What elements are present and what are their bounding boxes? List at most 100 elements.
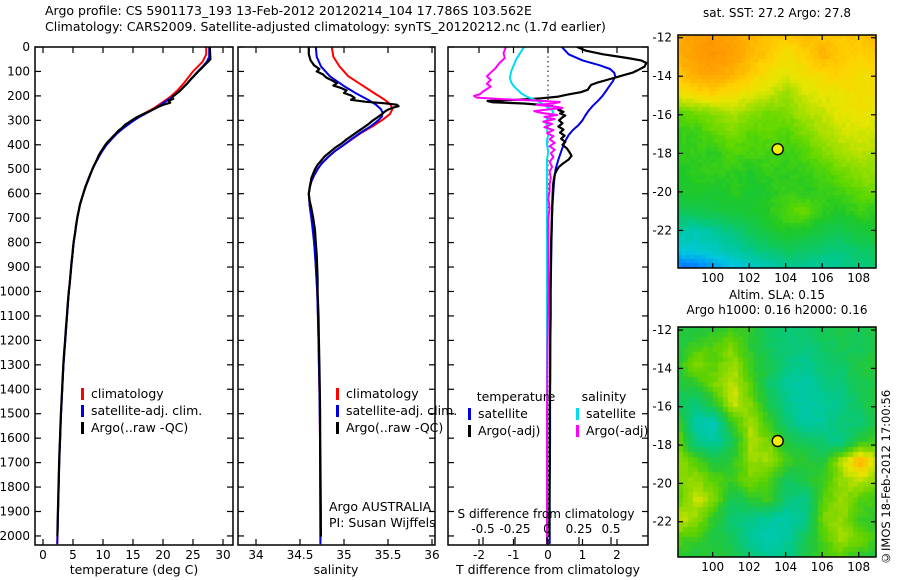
x-tick-label: 1 xyxy=(579,548,587,562)
x-tick-label: 10 xyxy=(95,548,110,562)
map-x-tick-label: 102 xyxy=(738,560,761,574)
legend-header-salinity: salinity xyxy=(581,389,627,404)
y-tick-label: 1000 xyxy=(0,284,30,298)
figure-title: Argo profile: CS 5901173_193 13-Feb-2012… xyxy=(45,3,532,18)
panel-frame xyxy=(34,46,234,546)
legend-item: Argo(-adj) xyxy=(468,422,540,439)
legend-item: satellite xyxy=(468,405,540,422)
map-frame xyxy=(677,326,877,558)
map-y-tick-label: -16 xyxy=(652,108,672,122)
y-tick-label: 1700 xyxy=(0,456,30,470)
legend-item: satellite xyxy=(576,405,648,422)
y-tick-label: 200 xyxy=(7,89,30,103)
y-tick-label: 1200 xyxy=(0,333,30,347)
x-tick-label: 25 xyxy=(185,548,200,562)
y-tick-label: 1900 xyxy=(0,505,30,519)
map-y-tick-label: -22 xyxy=(652,515,672,529)
s-tick-label: 0.25 xyxy=(566,522,593,536)
legend-color-swatch xyxy=(336,388,339,400)
panel-curves xyxy=(307,47,400,545)
y-tick-label: 1400 xyxy=(0,382,30,396)
map-y-tick-label: -16 xyxy=(652,400,672,414)
map-x-tick-label: 104 xyxy=(774,271,797,285)
map-y-tick-label: -14 xyxy=(652,69,672,83)
map-y-tick-label: -12 xyxy=(652,323,672,337)
x-tick-label: -1 xyxy=(508,548,520,562)
program-annotation: Argo AUSTRALIA xyxy=(329,499,432,514)
x-tick-label: 0 xyxy=(544,548,552,562)
legend-item-label: Argo(-adj) xyxy=(586,423,649,438)
map-x-tick-label: 108 xyxy=(847,560,870,574)
map-x-tick-label: 100 xyxy=(701,560,724,574)
legend-item-label: satellite xyxy=(478,406,528,421)
y-tick-label: 1800 xyxy=(0,480,30,494)
x-tick-label: 34.5 xyxy=(287,548,314,562)
legend-item: climatology xyxy=(336,385,457,402)
curve-t-argo-adj- xyxy=(486,47,648,538)
legend-color-swatch xyxy=(468,408,471,420)
map-x-tick-label: 108 xyxy=(847,271,870,285)
x-tick-label: 5 xyxy=(69,548,77,562)
x-tick-label: 0 xyxy=(39,548,47,562)
y-tick-label: 1100 xyxy=(0,309,30,323)
legend-item-label: climatology xyxy=(346,386,419,401)
x-tick-label: 15 xyxy=(125,548,140,562)
map-y-tick-label: -14 xyxy=(652,361,672,375)
s-tick-label: -0.5 xyxy=(471,522,494,536)
map-frame xyxy=(677,34,877,269)
legend-header-temperature: temperature xyxy=(476,389,556,404)
legend-item-label: satellite-adj. clim. xyxy=(91,403,203,418)
panel-curves xyxy=(473,47,648,545)
t-difference-axis-title: T difference from climatology xyxy=(455,562,641,577)
map-x-tick-label: 104 xyxy=(774,560,797,574)
y-tick-label: 1500 xyxy=(0,407,30,421)
imos-watermark: ©IMOS 18-Feb-2012 17:00:56 xyxy=(879,389,893,565)
y-tick-label: 800 xyxy=(7,236,30,250)
curve-argo-raw-qc- xyxy=(307,47,400,538)
legend-item: Argo(..raw -QC) xyxy=(336,419,457,436)
y-tick-label: 100 xyxy=(7,64,30,78)
legend-item-label: climatology xyxy=(91,386,164,401)
x-tick-label: 30 xyxy=(215,548,230,562)
y-tick-label: 2000 xyxy=(0,529,30,543)
curve-argo-raw-qc- xyxy=(56,47,212,538)
panel-frame xyxy=(237,46,436,546)
y-tick-label: 400 xyxy=(7,138,30,152)
map-y-tick-label: -18 xyxy=(652,146,672,160)
x-tick-label: 20 xyxy=(155,548,170,562)
legend-item-label: Argo(..raw -QC) xyxy=(91,420,189,435)
x-tick-label: 35 xyxy=(336,548,351,562)
legend-difference-salinity: satellite Argo(-adj) xyxy=(576,405,648,439)
curve-satellite-adj-clim- xyxy=(56,47,211,545)
s-tick-label: -0.25 xyxy=(499,522,530,536)
legend-item-label: satellite xyxy=(586,406,636,421)
y-tick-label: 900 xyxy=(7,260,30,274)
curve-s-argo-adj- xyxy=(473,47,564,545)
y-tick-label: 0 xyxy=(22,40,30,54)
x-tick-label: 2 xyxy=(613,548,621,562)
legend-color-swatch xyxy=(336,422,339,434)
legend-item: climatology xyxy=(81,385,202,402)
map-y-tick-label: -12 xyxy=(652,31,672,45)
map-x-tick-label: 106 xyxy=(811,560,834,574)
y-tick-label: 1600 xyxy=(0,431,30,445)
pi-annotation: PI: Susan Wijffels xyxy=(329,515,436,530)
legend-item-label: Argo(-adj) xyxy=(478,423,541,438)
y-tick-label: 700 xyxy=(7,211,30,225)
y-tick-label: 500 xyxy=(7,162,30,176)
x-tick-label: 35.5 xyxy=(375,548,402,562)
legend-difference-temperature: satellite Argo(-adj) xyxy=(468,405,540,439)
legend-color-swatch xyxy=(81,405,84,417)
map-y-tick-label: -18 xyxy=(652,438,672,452)
argo-location-marker xyxy=(771,434,784,448)
sst-map-title: sat. SST: 27.2 Argo: 27.8 xyxy=(702,6,852,20)
s-difference-axis-title: S difference from climatology xyxy=(457,507,635,521)
map-x-tick-label: 100 xyxy=(701,271,724,285)
sla-map-title: Altim. SLA: 0.15 xyxy=(728,288,826,302)
legend-color-swatch xyxy=(576,425,579,437)
s-tick-label: 0.5 xyxy=(601,522,620,536)
legend-salinity-panel: climatology satellite-adj. clim. Argo(..… xyxy=(336,385,457,436)
legend-item: satellite-adj. clim. xyxy=(81,402,202,419)
map-y-tick-label: -22 xyxy=(652,223,672,237)
